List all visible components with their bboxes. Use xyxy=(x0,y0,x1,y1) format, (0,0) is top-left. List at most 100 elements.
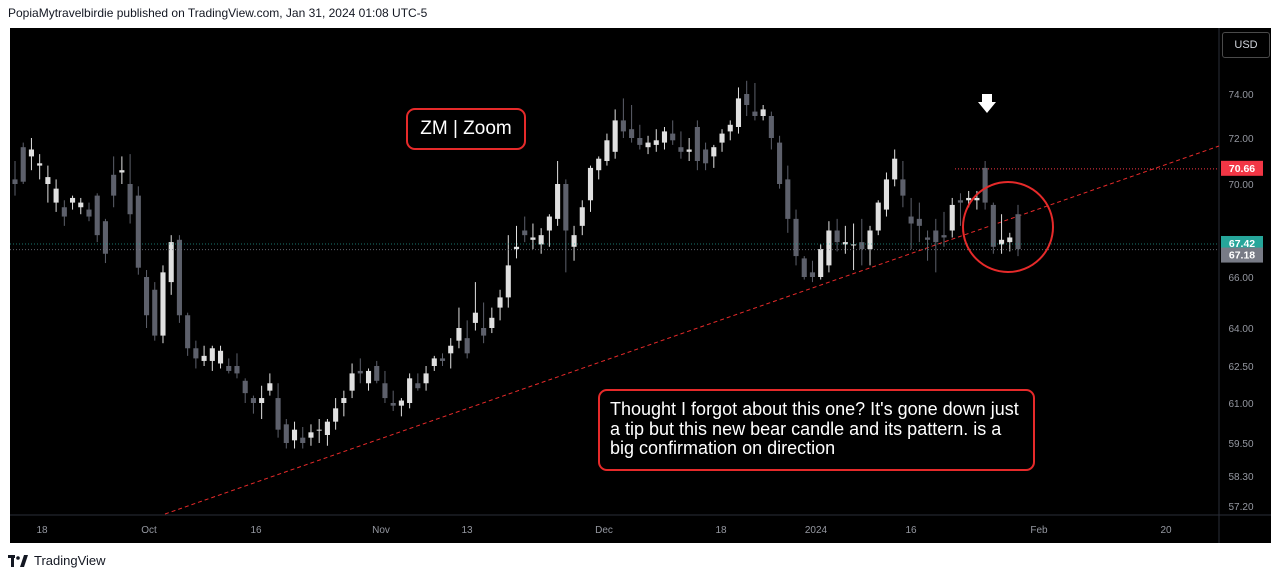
candle-body xyxy=(481,328,487,336)
candle-body xyxy=(390,403,396,406)
candle-body xyxy=(867,230,873,250)
candle-body xyxy=(851,244,857,246)
candle-body xyxy=(12,179,18,184)
candle-body xyxy=(349,373,355,391)
y-tick-label: 70.00 xyxy=(1228,180,1253,191)
candle-body xyxy=(94,195,100,236)
candle-body xyxy=(892,158,898,180)
candle-body xyxy=(579,207,585,226)
chart-title-annotation: ZM | Zoom xyxy=(406,108,526,150)
candle-body xyxy=(242,380,248,394)
chart-area[interactable]: 74.00 72.00 70.00 66.00 64.00 62.50 61.00 59.50… xyxy=(10,28,1271,543)
candle-body xyxy=(20,147,26,182)
candle-body xyxy=(291,429,298,441)
price-label: 67.18 xyxy=(1229,250,1255,262)
candle-body xyxy=(135,195,141,268)
candle-body xyxy=(703,149,709,164)
candle-body xyxy=(333,408,339,422)
x-tick-label: 13 xyxy=(461,525,473,536)
candle-body xyxy=(612,120,618,152)
candle-body xyxy=(661,131,668,143)
candle-body xyxy=(916,218,922,226)
candle-body xyxy=(398,400,404,406)
price-label-box xyxy=(1221,160,1263,176)
candle-body xyxy=(555,184,561,219)
candle-body xyxy=(933,230,939,243)
candle-body xyxy=(176,239,182,316)
y-tick-label: 62.50 xyxy=(1228,362,1253,373)
candle-body xyxy=(957,200,963,203)
candle-body xyxy=(259,398,265,403)
candle-body xyxy=(119,170,125,173)
candle-body xyxy=(423,373,429,384)
price-label-box xyxy=(1221,247,1263,263)
candle-body xyxy=(744,94,750,105)
candle-body xyxy=(620,120,626,132)
candle-body xyxy=(538,235,544,245)
candle-body xyxy=(283,424,289,443)
candle-body xyxy=(234,366,240,374)
candle-body xyxy=(604,140,610,161)
candle-body xyxy=(472,312,478,323)
candle-body xyxy=(37,163,43,166)
candle-body xyxy=(357,370,363,374)
x-tick-label: 18 xyxy=(715,525,727,536)
candle-body xyxy=(842,242,848,245)
candle-body xyxy=(308,432,314,438)
candle-body xyxy=(719,133,725,143)
candle-body xyxy=(949,204,955,231)
candle-body xyxy=(86,209,92,217)
candle-body xyxy=(900,179,906,196)
candle-body xyxy=(522,230,528,236)
candle-body xyxy=(818,249,824,277)
candle-body xyxy=(883,179,890,210)
y-tick-label: 61.00 xyxy=(1228,399,1253,410)
footer-brand[interactable]: TradingView xyxy=(8,553,106,568)
candle-body xyxy=(711,147,717,157)
candle-body xyxy=(275,398,281,430)
candle-body xyxy=(374,366,380,381)
currency-button[interactable]: USD xyxy=(1222,32,1270,58)
candle-body xyxy=(809,272,816,277)
candle-body xyxy=(752,111,758,116)
candle-body xyxy=(966,197,972,201)
candle-body xyxy=(596,158,602,171)
x-tick-label: Oct xyxy=(141,525,157,536)
chart-note-annotation: Thought I forgot about this one? It's go… xyxy=(598,389,1035,471)
y-tick-label: 57.20 xyxy=(1228,502,1253,513)
candle-body xyxy=(464,338,470,354)
candle-body xyxy=(143,277,150,316)
candle-body xyxy=(226,366,232,371)
candle-body xyxy=(201,355,207,361)
down-arrow-icon xyxy=(978,94,996,113)
candle-body xyxy=(497,297,503,308)
candle-body xyxy=(168,242,174,283)
candle-body xyxy=(670,133,676,141)
candle-body xyxy=(727,124,733,132)
candle-body xyxy=(908,216,914,224)
candle-body xyxy=(300,437,306,443)
candle-body xyxy=(185,315,191,349)
candlestick-chart[interactable]: 74.00 72.00 70.00 66.00 64.00 62.50 61.00 59.50… xyxy=(10,28,1271,543)
candle-body xyxy=(78,202,84,208)
candle-body xyxy=(637,138,643,145)
candle-body xyxy=(415,383,421,389)
candle-body xyxy=(678,147,684,152)
candle-body xyxy=(999,239,1005,245)
candle-body xyxy=(61,207,67,217)
candle-body xyxy=(217,350,224,364)
candle-body xyxy=(859,242,865,250)
candle-body xyxy=(735,98,742,127)
candle-body xyxy=(382,383,388,399)
candle-body xyxy=(489,317,495,328)
candle-body xyxy=(193,348,199,359)
x-tick-label: 16 xyxy=(905,525,917,536)
candle-body xyxy=(365,370,372,384)
candle-body xyxy=(70,197,76,203)
candle-body xyxy=(1007,237,1013,243)
candle-body xyxy=(324,421,330,435)
candle-body xyxy=(777,142,783,184)
footer-brand-label: TradingView xyxy=(34,553,106,568)
x-tick-label: 18 xyxy=(36,525,48,536)
candle-body xyxy=(653,140,659,145)
